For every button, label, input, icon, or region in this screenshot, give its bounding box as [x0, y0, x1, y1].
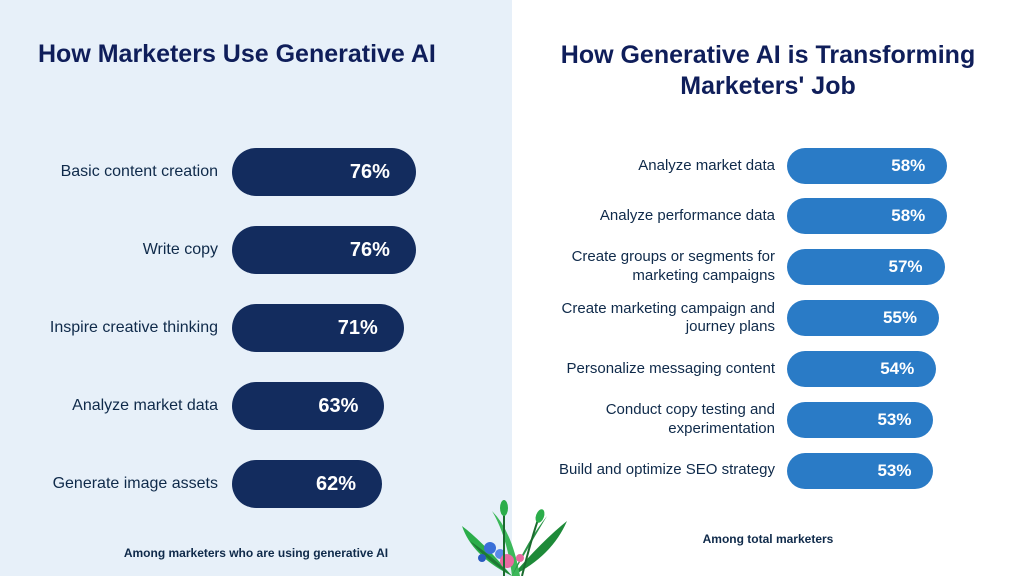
- bar: 76%: [232, 226, 416, 274]
- bar: 76%: [232, 148, 416, 196]
- bar: 57%: [787, 249, 945, 285]
- panel-left-footnote: Among marketers who are using generative…: [38, 538, 474, 560]
- bar-wrap: 76%: [232, 226, 474, 274]
- bar-value: 63%: [318, 395, 358, 418]
- bar-label: Generate image assets: [38, 475, 218, 493]
- bar-row: Analyze market data 63%: [38, 382, 474, 430]
- bar-value: 58%: [891, 206, 925, 226]
- bar-row: Write copy 76%: [38, 226, 474, 274]
- bar-label: Conduct copy testing and experimentation: [550, 401, 775, 439]
- bar-row: Create marketing campaign and journey pl…: [550, 300, 986, 338]
- bar: 58%: [787, 148, 947, 184]
- bar-row: Personalize messaging content 54%: [550, 351, 986, 387]
- bar: 53%: [787, 453, 933, 489]
- bar-wrap: 58%: [787, 198, 986, 234]
- bar-value: 62%: [316, 473, 356, 496]
- panel-right-title: How Generative AI is Transforming Market…: [550, 40, 986, 108]
- bar-value: 54%: [880, 359, 914, 379]
- bar-wrap: 71%: [232, 304, 474, 352]
- bar-wrap: 58%: [787, 148, 986, 184]
- bar: 55%: [787, 300, 939, 336]
- bar-label: Basic content creation: [38, 163, 218, 181]
- bar-label: Inspire creative thinking: [38, 319, 218, 337]
- bar-label: Create groups or segments for marketing …: [550, 248, 775, 286]
- panel-left: How Marketers Use Generative AI Basic co…: [0, 0, 512, 576]
- bar-label: Analyze market data: [550, 157, 775, 176]
- bar: 63%: [232, 382, 384, 430]
- bar-row: Basic content creation 76%: [38, 148, 474, 196]
- bar-wrap: 63%: [232, 382, 474, 430]
- bar-label: Build and optimize SEO strategy: [550, 461, 775, 480]
- bar-label: Personalize messaging content: [550, 360, 775, 379]
- bar-row: Inspire creative thinking 71%: [38, 304, 474, 352]
- panel-left-rows: Basic content creation 76% Write copy 76% In…: [38, 148, 474, 538]
- bar-value: 53%: [877, 410, 911, 430]
- bar: 71%: [232, 304, 404, 352]
- bar-row: Analyze performance data 58%: [550, 198, 986, 234]
- bar-row: Analyze market data 58%: [550, 148, 986, 184]
- bar-value: 58%: [891, 156, 925, 176]
- panel-right-rows: Analyze market data58%Analyze performanc…: [550, 148, 986, 524]
- bar-label: Analyze market data: [38, 397, 218, 415]
- bar-wrap: 54%: [787, 351, 986, 387]
- bar-row: Create groups or segments for marketing …: [550, 248, 986, 286]
- bar-wrap: 55%: [787, 300, 986, 336]
- bar-row: Conduct copy testing and experimentation…: [550, 401, 986, 439]
- bar-value: 71%: [338, 317, 378, 340]
- bar-wrap: 53%: [787, 402, 986, 438]
- bar-value: 55%: [883, 308, 917, 328]
- panel-right-footnote: Among total marketers: [550, 524, 986, 546]
- bar-value: 76%: [350, 239, 390, 262]
- bar: 62%: [232, 460, 382, 508]
- bar-wrap: 53%: [787, 453, 986, 489]
- bar-wrap: 57%: [787, 249, 986, 285]
- bar-wrap: 76%: [232, 148, 474, 196]
- bar-value: 53%: [877, 461, 911, 481]
- bar-wrap: 62%: [232, 460, 474, 508]
- infographic-container: How Marketers Use Generative AI Basic co…: [0, 0, 1024, 576]
- panel-right: How Generative AI is Transforming Market…: [512, 0, 1024, 576]
- bar-label: Write copy: [38, 241, 218, 259]
- bar-label: Analyze performance data: [550, 207, 775, 226]
- bar-value: 76%: [350, 161, 390, 184]
- bar: 53%: [787, 402, 933, 438]
- bar-value: 57%: [889, 257, 923, 277]
- bar: 54%: [787, 351, 936, 387]
- panel-left-title: How Marketers Use Generative AI: [38, 40, 474, 108]
- bar-row: Build and optimize SEO strategy 53%: [550, 453, 986, 489]
- bar-row: Generate image assets 62%: [38, 460, 474, 508]
- bar-label: Create marketing campaign and journey pl…: [550, 300, 775, 338]
- bar: 58%: [787, 198, 947, 234]
